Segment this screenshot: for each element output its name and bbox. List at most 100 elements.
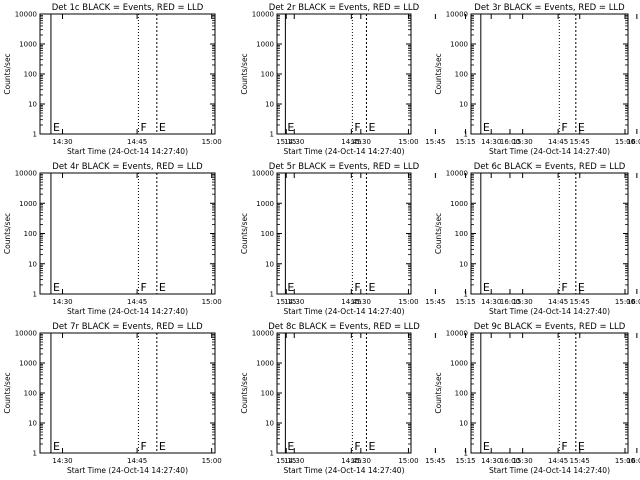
marker-label: E [287, 440, 294, 453]
panel-det-2: Det 2r BLACK = Events, RED = LLD Counts/s… [240, 3, 640, 156]
y-tick-label: 1 [33, 450, 37, 458]
y-axis-label: Counts/sec [3, 53, 12, 94]
x-tick-label: 14:30 [284, 138, 304, 146]
plot-frame [276, 13, 412, 135]
marker-label: F [354, 281, 360, 294]
plot-frame [39, 332, 216, 454]
y-tick-label: 10 [28, 420, 37, 428]
y-tick-label: 100 [24, 71, 37, 79]
panel-title: Det 5r BLACK = Events, RED = LLD [269, 162, 420, 172]
marker-label: E [368, 440, 375, 453]
y-tick-label: 10000 [252, 170, 274, 178]
y-tick-label: 1 [33, 291, 37, 299]
plot-frame [276, 332, 412, 454]
x-tick-label: 15:15 [455, 298, 475, 306]
y-axis-label: Counts/sec [434, 372, 443, 413]
marker-label: E [53, 121, 60, 134]
x-tick-label: 14:30 [284, 298, 304, 306]
x-tick-label: 15:00 [615, 298, 635, 306]
x-tick-label: 15:45 [570, 298, 590, 306]
x-tick-label: 14:45 [341, 138, 361, 146]
panel-title: Det 6c BLACK = Events, RED = LLD [474, 162, 626, 172]
x-tick-label: 14:30 [52, 298, 72, 306]
plot-frame [276, 172, 412, 295]
x-axis-label: Start Time (24-Oct-14 14:27:40) [489, 147, 610, 156]
marker-label: F [354, 440, 360, 453]
x-axis-label: Start Time (24-Oct-14 14:27:40) [283, 147, 404, 156]
y-tick-label: 1000 [256, 41, 274, 49]
y-tick-label: 100 [455, 71, 468, 79]
y-tick-label: 1000 [19, 360, 37, 368]
y-tick-label: 100 [455, 230, 468, 238]
x-tick-label: 15:30 [351, 298, 371, 306]
x-tick-label: 15:30 [513, 457, 533, 465]
x-axis-label: Start Time (24-Oct-14 14:27:40) [489, 466, 610, 475]
y-tick-label: 1000 [450, 360, 468, 368]
marker-label: F [561, 121, 567, 134]
y-tick-label: 10000 [15, 330, 37, 338]
y-tick-label: 10000 [446, 330, 468, 338]
panel-det-7: Det 7r BLACK = Events, RED = LLD Counts/s… [3, 322, 520, 475]
y-tick-label: 10000 [15, 11, 37, 19]
x-tick-label: 16:00 [500, 457, 520, 465]
panel-det-5: Det 5r BLACK = Events, RED = LLD Counts/s… [240, 162, 640, 316]
marker-label: E [578, 281, 585, 294]
panel-title: Det 4r BLACK = Events, RED = LLD [52, 162, 203, 172]
panel-title: Det 9c BLACK = Events, RED = LLD [474, 322, 626, 332]
x-tick-label: 15:00 [398, 457, 418, 465]
x-tick-label: 14:45 [127, 457, 147, 465]
y-tick-label: 1000 [256, 200, 274, 208]
panel-title: Det 1c BLACK = Events, RED = LLD [52, 3, 204, 13]
y-tick-label: 10 [265, 420, 274, 428]
marker-label: E [368, 281, 375, 294]
y-tick-label: 1 [464, 450, 468, 458]
panel-title: Det 8c BLACK = Events, RED = LLD [268, 322, 420, 332]
x-tick-label: 15:00 [202, 457, 222, 465]
x-tick-label: 14:45 [127, 298, 147, 306]
panel-title: Det 2r BLACK = Events, RED = LLD [269, 3, 420, 13]
marker-label: F [140, 281, 146, 294]
x-tick-label: 15:15 [455, 457, 475, 465]
y-tick-label: 1000 [19, 41, 37, 49]
x-tick-label: 15:45 [570, 138, 590, 146]
y-tick-label: 1000 [256, 360, 274, 368]
x-tick-label: 14:30 [481, 298, 501, 306]
plot-frame [470, 332, 629, 454]
y-tick-label: 10000 [446, 11, 468, 19]
y-tick-label: 100 [261, 390, 274, 398]
x-tick-label: 14:30 [52, 457, 72, 465]
panel-det-8: Det 8c BLACK = Events, RED = LLD Counts/s… [240, 322, 640, 475]
x-tick-label: 15:30 [351, 138, 371, 146]
x-axis-label: Start Time (24-Oct-14 14:27:40) [67, 466, 188, 475]
y-axis-label: Counts/sec [240, 53, 249, 94]
marker-label: F [140, 121, 146, 134]
y-tick-label: 100 [455, 390, 468, 398]
y-tick-label: 1 [270, 450, 274, 458]
y-tick-label: 100 [261, 71, 274, 79]
x-tick-label: 15:00 [398, 298, 418, 306]
plot-frame [470, 172, 629, 295]
y-tick-label: 10 [265, 101, 274, 109]
marker-label: F [140, 440, 146, 453]
y-tick-label: 10 [28, 101, 37, 109]
y-tick-label: 10 [459, 101, 468, 109]
panel-det-4: Det 4r BLACK = Events, RED = LLD Counts/s… [3, 162, 520, 316]
y-tick-label: 10000 [252, 11, 274, 19]
x-tick-label: 15:00 [615, 138, 635, 146]
x-axis-label: Start Time (24-Oct-14 14:27:40) [67, 307, 188, 316]
y-tick-label: 10 [265, 260, 274, 268]
x-tick-label: 16:00 [627, 298, 640, 306]
panel-det-9: Det 9c BLACK = Events, RED = LLD Counts/s… [434, 322, 635, 475]
marker-label: E [483, 121, 490, 134]
x-tick-label: 14:45 [341, 298, 361, 306]
x-tick-label: 16:00 [500, 298, 520, 306]
y-axis-label: Counts/sec [240, 372, 249, 413]
y-tick-label: 10 [28, 260, 37, 268]
panel-title: Det 7r BLACK = Events, RED = LLD [52, 322, 203, 332]
panel-det-6: Det 6c BLACK = Events, RED = LLD Counts/s… [434, 162, 635, 316]
y-tick-label: 10000 [446, 170, 468, 178]
y-tick-label: 1 [464, 131, 468, 139]
y-tick-label: 1000 [19, 200, 37, 208]
marker-label: F [354, 121, 360, 134]
